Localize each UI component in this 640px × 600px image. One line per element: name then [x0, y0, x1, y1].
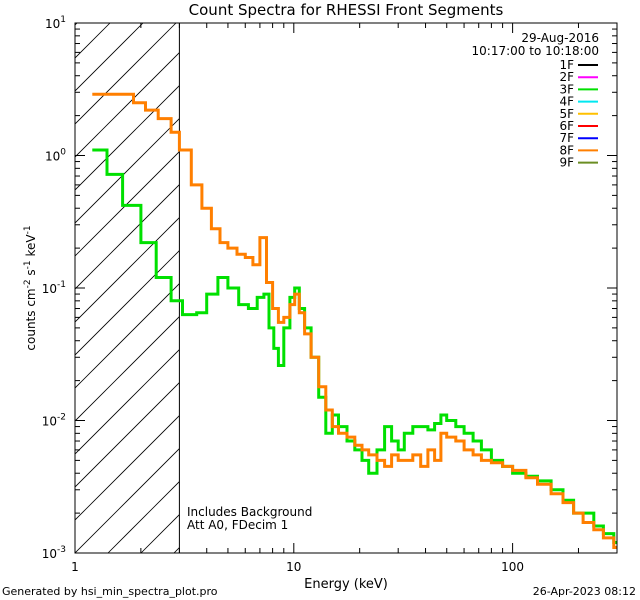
y-axis-label: counts cm-2 s-1 keV-1	[23, 225, 38, 350]
footer-timestamp: 26-Apr-2023 08:12	[533, 585, 636, 598]
legend-label: 7F	[559, 131, 574, 145]
legend-label: 4F	[559, 95, 574, 109]
annotation-attenuator: Att A0, FDecim 1	[187, 518, 288, 532]
hatch-line	[75, 250, 180, 356]
date-label: 29-Aug-2016	[521, 31, 599, 45]
x-axis-label: Energy (keV)	[304, 577, 388, 592]
annotation-background: Includes Background	[187, 505, 312, 519]
legend-label: 5F	[559, 107, 574, 121]
hatch-line	[75, 382, 180, 488]
hatch-line	[0, 23, 44, 553]
y-tick-label: 100	[45, 148, 66, 164]
x-tick-label: 1	[71, 560, 79, 574]
hatch-line	[636, 23, 640, 553]
x-tick-label: 10	[286, 560, 301, 574]
hatch-line	[75, 217, 180, 323]
time-range-label: 10:17:00 to 10:18:00	[472, 44, 599, 58]
footer-generator: Generated by hsi_min_spectra_plot.pro	[2, 585, 218, 598]
hatch-line	[75, 283, 180, 389]
x-tick-label: 100	[501, 560, 524, 574]
hatch-line	[0, 23, 11, 553]
legend-label: 8F	[559, 143, 574, 157]
y-tick-label: 101	[45, 15, 66, 31]
chart-title: Count Spectra for RHESSI Front Segments	[189, 1, 504, 19]
y-tick-label: 10-1	[42, 280, 66, 296]
hatched-region	[0, 23, 640, 553]
legend-label: 9F	[559, 156, 574, 170]
legend-label: 6F	[559, 119, 574, 133]
hatch-line	[75, 448, 180, 553]
hatch-line	[75, 415, 180, 521]
legend-label: 3F	[559, 82, 574, 96]
hatch-line	[75, 23, 177, 125]
hatch-line	[75, 52, 180, 158]
hatch-line	[372, 23, 640, 553]
legend-label: 2F	[559, 70, 574, 84]
plot-frame	[74, 22, 618, 554]
y-tick-label: 10-3	[42, 545, 66, 561]
y-tick-label: 10-2	[42, 413, 66, 429]
legend-label: 1F	[559, 58, 574, 72]
series-line-8F	[92, 92, 617, 549]
